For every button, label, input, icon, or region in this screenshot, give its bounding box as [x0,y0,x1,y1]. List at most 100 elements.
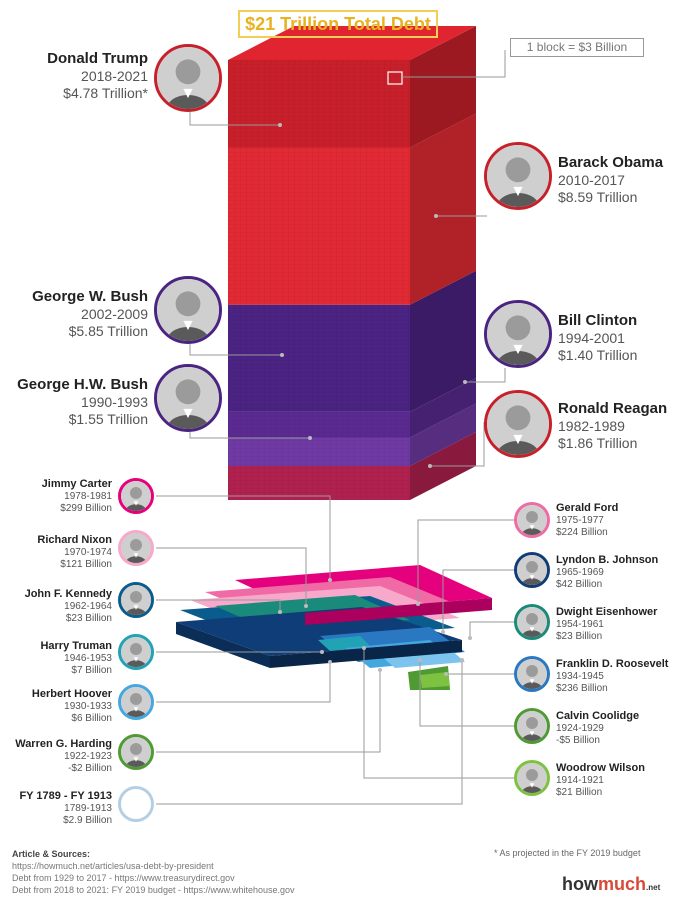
source-link-whitehouse[interactable]: Debt from 2018 to 2021: FY 2019 budget -… [12,884,295,896]
debt-base-slab [176,565,492,690]
connector-dot-harding [378,668,382,672]
label-trump-years: 2018-2021 [47,68,148,85]
label-ford-value: $224 Billion [556,527,618,539]
portrait-silhouette [121,687,151,717]
portrait-silhouette [517,711,547,741]
label-trump: Donald Trump 2018-2021 $4.78 Trillion* [47,50,148,102]
howmuch-logo[interactable]: howmuch.net [562,874,660,895]
label-reagan-years: 1982-1989 [558,418,667,435]
label-fy1789-years: 1789-1913 [19,803,112,815]
label-nixon-value: $121 Billion [37,559,112,571]
connector-dot-kennedy [278,610,282,614]
connector-dot-hoover [328,660,332,664]
label-ghwbush-name: George H.W. Bush [17,376,148,394]
source-link-article[interactable]: https://howmuch.net/articles/usa-debt-by… [12,860,295,872]
label-obama: Barack Obama 2010-2017 $8.59 Trillion [558,154,663,206]
connector-dot-roosevelt [444,672,448,676]
logo-part-much: much [598,874,646,894]
connector-dot-fy1789 [460,658,464,662]
nixon-portrait-icon [118,530,154,566]
label-reagan-name: Ronald Reagan [558,400,667,418]
portrait-silhouette [517,659,547,689]
label-truman-name: Harry Truman [40,640,112,653]
label-coolidge-years: 1924-1929 [556,723,639,735]
label-roosevelt-name: Franklin D. Roosevelt [556,658,668,671]
label-roosevelt-years: 1934-1945 [556,671,668,683]
tower-layer-grid-reagan [228,466,410,500]
label-coolidge-name: Calvin Coolidge [556,710,639,723]
label-trump-name: Donald Trump [47,50,148,68]
label-johnson-value: $42 Billion [556,579,658,591]
roosevelt-portrait-icon [514,656,550,692]
label-harding-value: -$2 Billion [15,763,112,775]
label-carter-name: Jimmy Carter [42,478,112,491]
label-wilson-years: 1914-1921 [556,775,645,787]
fy1789-empty-circle-icon [118,786,154,822]
label-ghwbush: George H.W. Bush 1990-1993 $1.55 Trillio… [17,376,148,428]
label-coolidge-value: -$5 Billion [556,735,639,747]
connector-dot-johnson [441,630,445,634]
label-carter-years: 1978-1981 [42,491,112,503]
label-clinton-value: $1.40 Trillion [558,347,637,364]
tower-layer-grid-ghwbush [228,438,410,466]
label-ghwbush-value: $1.55 Trillion [17,411,148,428]
label-nixon: Richard Nixon 1970-1974 $121 Billion [37,534,112,571]
label-gwbush-name: George W. Bush [32,288,148,306]
eisenhower-portrait-icon [514,604,550,640]
label-roosevelt-value: $236 Billion [556,683,668,695]
projection-footnote: * As projected in the FY 2019 budget [494,848,640,858]
ghwbush-portrait-icon [154,364,222,432]
source-link-treasury[interactable]: Debt from 1929 to 2017 - https://www.tre… [12,872,295,884]
label-ghwbush-years: 1990-1993 [17,394,148,411]
connector-hoover [156,662,330,702]
label-ford-name: Gerald Ford [556,502,618,515]
debt-tower [228,26,505,500]
label-fy1789: FY 1789 - FY 1913 1789-1913 $2.9 Billion [19,790,112,827]
label-roosevelt: Franklin D. Roosevelt 1934-1945 $236 Bil… [556,658,668,695]
connector-dot-clinton [463,380,467,384]
label-carter-value: $299 Billion [42,503,112,515]
sources-heading: Article & Sources: [12,848,295,860]
block-legend: 1 block = $3 Billion [510,38,644,57]
connector-dot-carter [328,578,332,582]
portrait-silhouette [487,145,549,207]
label-obama-value: $8.59 Trillion [558,189,663,206]
connector-eisenhower [470,622,514,638]
label-trump-value: $4.78 Trillion* [47,85,148,102]
sources-block: Article & Sources: https://howmuch.net/a… [12,848,295,896]
label-hoover: Herbert Hoover 1930-1933 $6 Billion [32,688,112,725]
label-harding-name: Warren G. Harding [15,738,112,751]
trump-portrait-icon [154,44,222,112]
label-hoover-value: $6 Billion [32,713,112,725]
label-fy1789-value: $2.9 Billion [19,815,112,827]
harding-portrait-icon [118,734,154,770]
label-clinton-years: 1994-2001 [558,330,637,347]
label-hoover-years: 1930-1933 [32,701,112,713]
connector-dot-ghwbush [308,436,312,440]
obama-portrait-icon [484,142,552,210]
label-wilson: Woodrow Wilson 1914-1921 $21 Billion [556,762,645,799]
portrait-silhouette [487,393,549,455]
logo-suffix: .net [646,883,660,892]
portrait-silhouette [517,555,547,585]
portrait-silhouette [121,737,151,767]
label-fy1789-name: FY 1789 - FY 1913 [19,790,112,803]
connector-carter [156,496,330,580]
label-reagan: Ronald Reagan 1982-1989 $1.86 Trillion [558,400,667,452]
label-johnson-name: Lyndon B. Johnson [556,554,658,567]
portrait-silhouette [517,505,547,535]
label-eisenhower-years: 1954-1961 [556,619,657,631]
label-reagan-value: $1.86 Trillion [558,435,667,452]
label-truman-years: 1946-1953 [40,653,112,665]
label-harding: Warren G. Harding 1922-1923 -$2 Billion [15,738,112,775]
connector-harding [156,670,380,752]
connector-dot-nixon [304,604,308,608]
label-gwbush: George W. Bush 2002-2009 $5.85 Trillion [32,288,148,340]
connector-dot-reagan [428,464,432,468]
portrait-silhouette [121,481,151,511]
label-johnson-years: 1965-1969 [556,567,658,579]
connector-dot-eisenhower [468,636,472,640]
label-nixon-name: Richard Nixon [37,534,112,547]
hoover-portrait-icon [118,684,154,720]
